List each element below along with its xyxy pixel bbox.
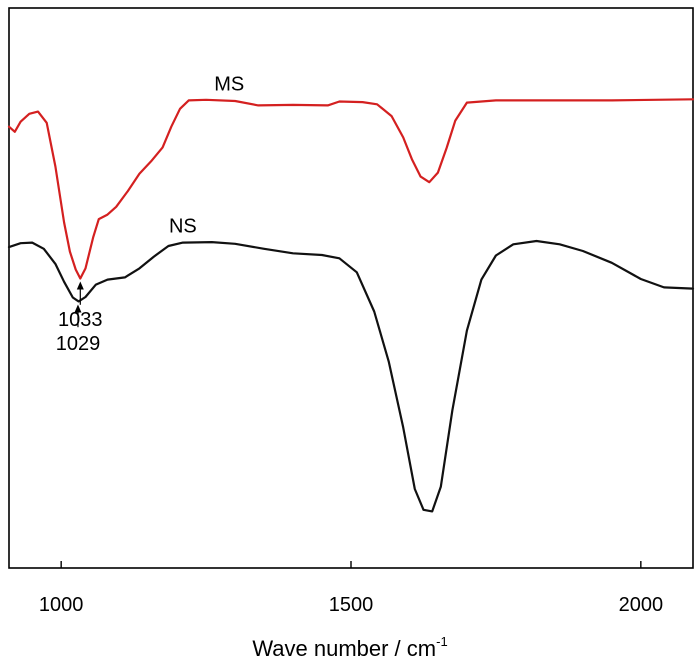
x-tick-label-1000: 1000	[39, 594, 84, 616]
x-axis-label-superscript: -1	[436, 634, 448, 649]
x-tick-label-1500: 1500	[329, 594, 374, 616]
x-tick-label-2000: 2000	[619, 594, 664, 616]
x-axis-label: Wave number / cm-1	[252, 634, 447, 661]
series-line-ns	[7, 239, 695, 513]
spectra-series	[7, 98, 695, 513]
x-axis-ticks: 1000 1500 2000	[39, 561, 663, 616]
annotation-arrowhead-1033	[76, 281, 84, 290]
series-label-ms: MS	[214, 73, 244, 95]
series-label-ns: NS	[169, 216, 197, 238]
plot-frame	[8, 7, 694, 569]
series-labels: MS NS	[169, 73, 244, 237]
annotation-arrowhead-1029	[74, 304, 82, 313]
annotation-label-1029: 1029	[56, 333, 101, 355]
series-line-ms	[7, 98, 695, 280]
annotation-label-1033: 1033	[58, 309, 103, 331]
x-axis-label-text: Wave number / cm	[252, 636, 436, 661]
